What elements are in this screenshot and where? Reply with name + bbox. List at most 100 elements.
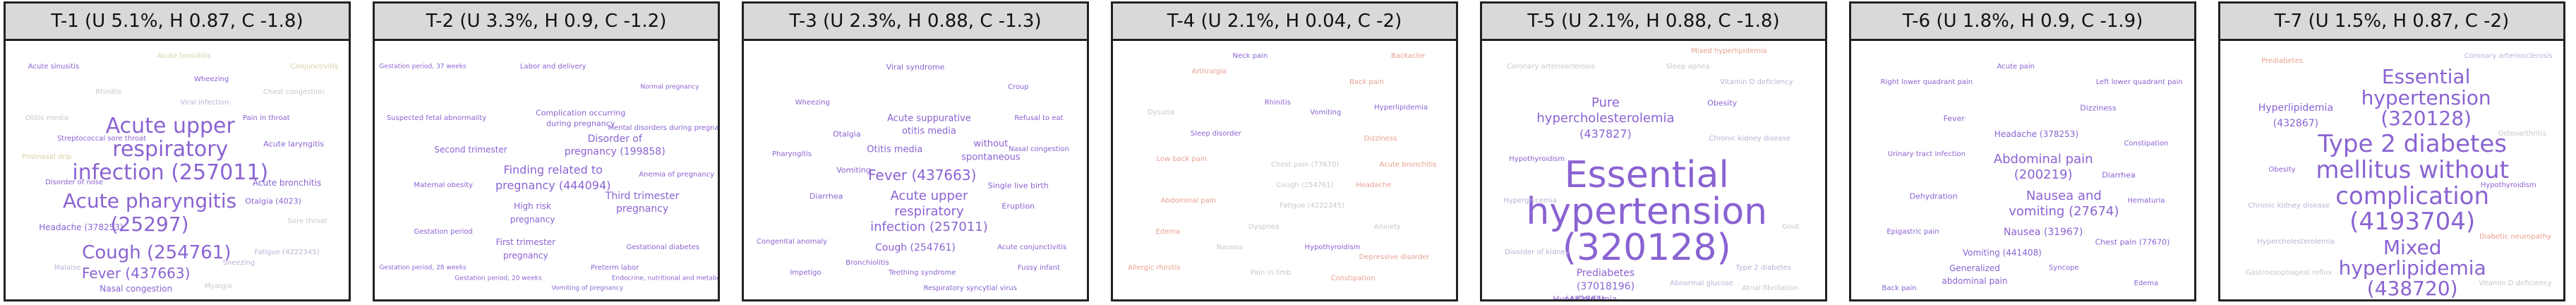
cloud-term: pregnancy xyxy=(510,214,555,225)
panel-title: T-5 (U 2.1%, H 0.88, C -1.8) xyxy=(1482,4,1825,41)
cloud-term: Dehydration xyxy=(1909,191,1958,201)
cloud-term: Hyperglycemia xyxy=(1503,196,1557,205)
cloud-term: Nasal congestion xyxy=(100,284,173,294)
cloud-term: Gestation period, 28 weeks xyxy=(379,264,467,272)
cloud-term: infection (257011) xyxy=(72,160,269,185)
cloud-term: Fever xyxy=(1943,114,1965,124)
cloud-term: spontaneous xyxy=(961,152,1021,163)
cloud-term: Gestation period, 37 weeks xyxy=(379,63,467,71)
panel-title: T-7 (U 1.5%, H 0.87, C -2) xyxy=(2220,4,2563,41)
cloud-term: vomiting (27674) xyxy=(2009,203,2119,219)
cloud-term: High risk xyxy=(514,201,551,212)
cloud-term: hypertension xyxy=(1526,190,1768,233)
cloud-term: Rhinitis xyxy=(1264,98,1291,107)
cloud-term: Third trimester xyxy=(605,190,680,202)
cloud-term: Acute sinusitis xyxy=(28,62,80,71)
cloud-term: Acute bronchitis xyxy=(1379,160,1437,169)
cloud-term: Complication occurring xyxy=(535,108,626,118)
cloud-term: Suspected fetal abnormality xyxy=(386,114,487,122)
cloud-term: Hypothyroidism xyxy=(2480,181,2536,189)
cloud-term: Acute tonsillitis xyxy=(157,52,211,60)
cloud-term: (37018196) xyxy=(1576,280,1635,292)
cloud-term: Nausea and xyxy=(2026,188,2102,203)
cloud-term: respiratory xyxy=(894,203,964,219)
cloud-term: Respiratory syncytial virus xyxy=(923,285,1018,293)
cloud-term: (432867) xyxy=(2273,118,2319,130)
cloud-term: Diarrhea xyxy=(2102,170,2136,180)
cloud-term: infection (257011) xyxy=(870,219,988,234)
cloud-term: Hypothyroidism xyxy=(1304,243,1361,251)
cloud-term: Acute bronchitis xyxy=(252,178,322,189)
cloud-term: Pain in throat xyxy=(243,114,290,122)
cloud-term: Back pain xyxy=(1349,78,1385,86)
cloud-term: Otalgia (4023) xyxy=(245,196,301,206)
topic-panel: T-3 (U 2.3%, H 0.88, C -1.3) Fever (43766… xyxy=(742,1,1089,301)
cloud-term: Sore throat xyxy=(287,217,327,226)
cloud-term: Essential xyxy=(2381,65,2471,89)
cloud-term: Syncope xyxy=(2048,264,2079,273)
cloud-term: Abdominal pain xyxy=(1993,152,2093,167)
cloud-term: Endocrine, nutritional and metabolic xyxy=(611,275,718,282)
cloud-term: Urinary tract infection xyxy=(1887,150,1966,159)
topic-panel: T-1 (U 5.1%, H 0.87, C -1.8) Acute upper r… xyxy=(4,1,351,301)
cloud-term: Wheezing xyxy=(193,75,229,83)
cloud-term: Back pain xyxy=(1882,285,1917,293)
cloud-term: Abdominal pain xyxy=(1160,196,1217,205)
cloud-term: Impetigo xyxy=(790,269,821,277)
word-cloud: Finding related to pregnancy (444094) Diso… xyxy=(375,41,718,299)
cloud-term: Acute pharyngitis xyxy=(62,189,237,213)
cloud-term: Low back pain xyxy=(1156,155,1207,164)
cloud-term: Vitamin D deficiency xyxy=(1720,78,1793,86)
cloud-term: (200219) xyxy=(2014,167,2073,183)
cloud-term: Hematuria xyxy=(2127,196,2165,205)
cloud-term: (4193704) xyxy=(2349,208,2476,237)
cloud-term: Postnasal drip xyxy=(22,152,72,161)
cloud-term: Chronic kidney disease xyxy=(1709,135,1790,143)
cloud-term: Sleep apnea xyxy=(1666,62,1710,71)
cloud-term: (320128) xyxy=(1562,226,1731,269)
cloud-term: Dyspnea xyxy=(1248,222,1280,231)
cloud-term: Gastroesophageal reflux xyxy=(2245,269,2333,277)
cloud-term: during pregnancy xyxy=(546,119,615,128)
cloud-term: Otitis media xyxy=(25,114,68,122)
cloud-term: Anemia of pregnancy xyxy=(639,171,715,179)
cloud-term: Osteoarthritis xyxy=(2498,129,2546,138)
cloud-term: Teething syndrome xyxy=(889,269,956,277)
cloud-term: Pharyngitis xyxy=(772,150,812,159)
panel-title: T-4 (U 2.1%, H 0.04, C -2) xyxy=(1113,4,1456,41)
cloud-term: Viral syndrome xyxy=(886,62,945,72)
cloud-term: Disorder of xyxy=(587,133,642,145)
cloud-term: Edema xyxy=(2133,280,2159,288)
cloud-term: Dysuria xyxy=(1147,109,1175,117)
cloud-term: Vitamin D deficiency xyxy=(2479,280,2552,288)
cloud-term: Bronchiolitis xyxy=(845,258,889,267)
cloud-term: abdominal pain xyxy=(1942,276,2008,287)
cloud-term: (320128) xyxy=(2381,106,2472,130)
cloud-term: Constipation xyxy=(1330,274,1376,282)
cloud-term: Cough (254761) xyxy=(1276,181,1334,189)
cloud-term: Atrial fibrillation xyxy=(1742,285,1799,293)
cloud-term: Diarrhea xyxy=(809,191,843,201)
cloud-term: First trimester xyxy=(495,237,556,248)
cloud-term: Myalgia xyxy=(204,282,232,290)
cloud-term: Cough (254761) xyxy=(875,241,956,253)
cloud-term: Mental disorders during pregnancy xyxy=(608,124,718,133)
topic-panel: T-4 (U 2.1%, H 0.04, C -2) Arthralgia Back… xyxy=(1111,1,1458,301)
cloud-term: Hyperlipidemia xyxy=(2258,102,2334,114)
cloud-term: Depressive disorder xyxy=(1359,253,1430,262)
cloud-term: without xyxy=(973,138,1009,150)
cloud-term: Coronary arteriosclerosis xyxy=(2464,52,2553,60)
cloud-term: Obesity xyxy=(1707,98,1738,108)
cloud-term: Dizziness xyxy=(1364,135,1397,143)
cloud-term: Acute pain xyxy=(1997,62,2035,71)
cloud-term: Viral infection xyxy=(180,98,229,107)
word-cloud: Fever (437663) Acute upper respiratory infe… xyxy=(744,41,1087,299)
cloud-term: Arthralgia xyxy=(1191,67,1227,76)
cloud-term: Fatigue (4222345) xyxy=(1279,202,1344,210)
cloud-term: Cough (254761) xyxy=(82,242,231,264)
cloud-term: Croup xyxy=(1007,83,1029,91)
cloud-term: Mixed xyxy=(2383,235,2442,259)
cloud-term: Normal pregnancy xyxy=(640,83,699,91)
cloud-term: pregnancy xyxy=(503,250,548,261)
cloud-term: Right lower quadrant pain xyxy=(1880,78,1973,86)
